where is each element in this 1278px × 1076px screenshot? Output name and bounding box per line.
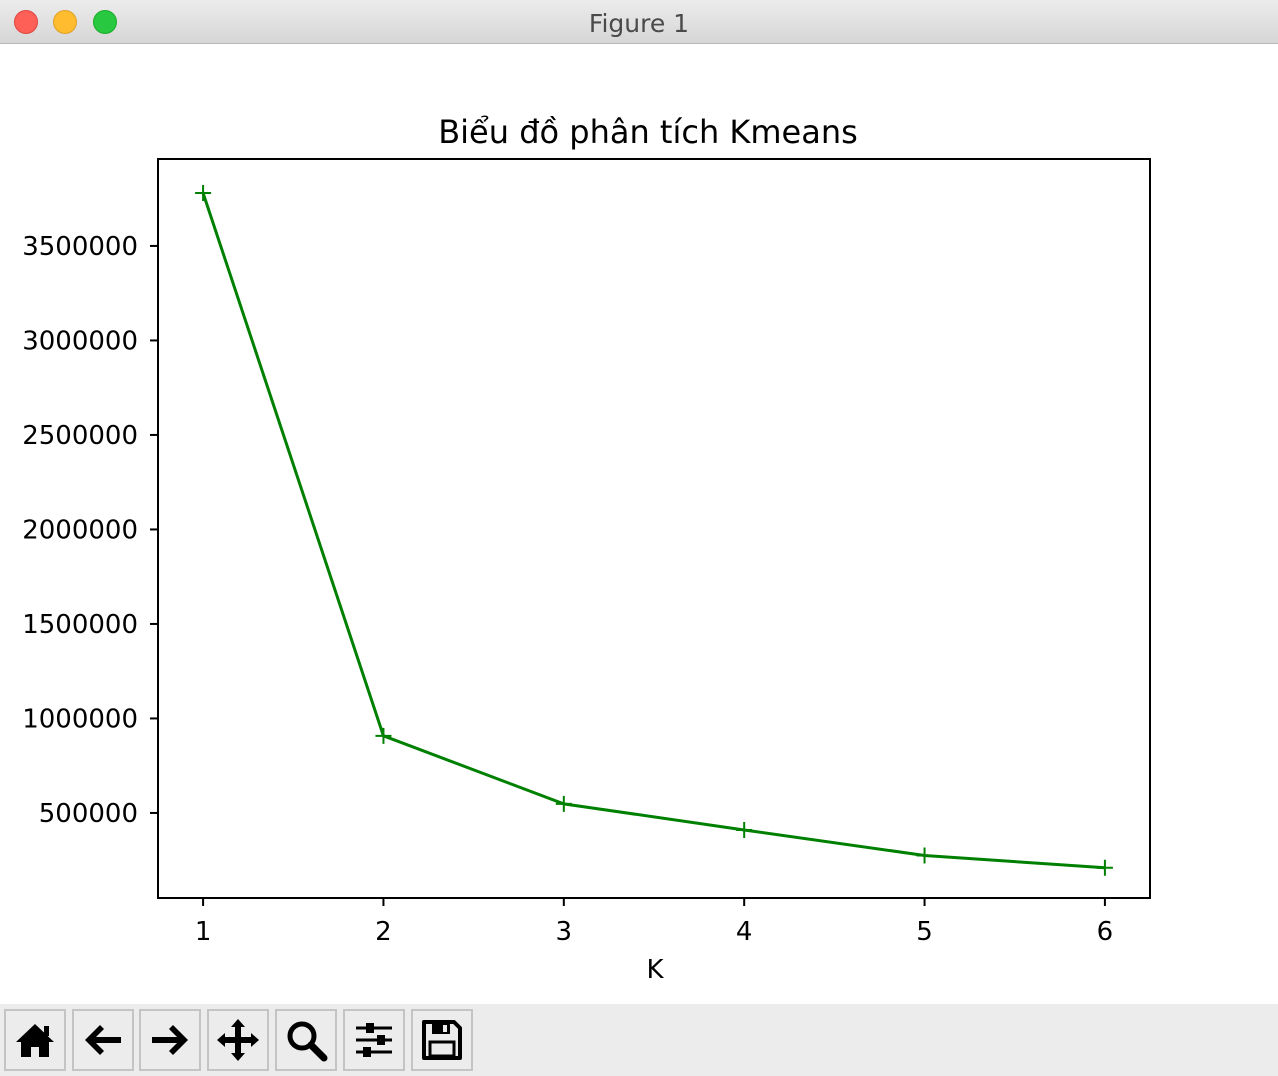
y-tick-label: 1000000 bbox=[22, 704, 138, 734]
window-title: Figure 1 bbox=[588, 9, 690, 38]
maximize-window-button[interactable] bbox=[93, 10, 117, 34]
axes: 1 2 3 4 5 6 500000 1000000 1500000 2000000 2500000… bbox=[22, 185, 1113, 947]
data-point-marker bbox=[736, 821, 753, 838]
navigation-toolbar bbox=[0, 1004, 1278, 1076]
arrow-right-icon bbox=[152, 1025, 188, 1055]
series-line bbox=[201, 192, 1106, 870]
x-tick-label: 5 bbox=[916, 917, 933, 947]
back-button[interactable] bbox=[72, 1009, 134, 1071]
y-tick-label: 2500000 bbox=[22, 421, 138, 451]
y-tick-label: 3500000 bbox=[22, 232, 138, 262]
move-icon bbox=[217, 1019, 259, 1061]
y-tick-label: 3000000 bbox=[22, 326, 138, 356]
chart-title: Biểu đồ phân tích Kmeans bbox=[438, 113, 858, 151]
arrow-left-icon bbox=[85, 1025, 121, 1055]
figure-canvas: Biểu đồ phân tích Kmeans 1 2 3 4 5 6 500000 100… bbox=[0, 44, 1278, 1004]
y-tick-label: 500000 bbox=[39, 799, 138, 829]
data-point-marker bbox=[1096, 859, 1113, 876]
zoom-button[interactable] bbox=[275, 1009, 337, 1071]
y-tick-label: 2000000 bbox=[22, 515, 138, 545]
close-window-button[interactable] bbox=[14, 10, 38, 34]
home-button[interactable] bbox=[4, 1009, 66, 1071]
x-tick-label: 4 bbox=[736, 917, 753, 947]
x-tick-label: 1 bbox=[195, 917, 212, 947]
save-button[interactable] bbox=[411, 1009, 473, 1071]
line-chart: Biểu đồ phân tích Kmeans 1 2 3 4 5 6 500000 100… bbox=[22, 113, 1151, 985]
sliders-icon bbox=[356, 1023, 392, 1057]
minimize-window-button[interactable] bbox=[53, 10, 77, 34]
x-axis-label: K bbox=[646, 955, 664, 985]
data-point-marker bbox=[375, 727, 392, 744]
pan-button[interactable] bbox=[207, 1009, 269, 1071]
forward-button[interactable] bbox=[139, 1009, 201, 1071]
x-tick-label: 6 bbox=[1097, 917, 1114, 947]
plot-frame bbox=[157, 158, 1151, 899]
window-titlebar: Figure 1 bbox=[0, 0, 1278, 44]
home-icon bbox=[16, 1024, 54, 1057]
data-point-marker bbox=[555, 795, 572, 812]
floppy-disk-icon bbox=[422, 1020, 462, 1060]
data-point-marker bbox=[916, 847, 933, 864]
data-point-marker bbox=[195, 185, 212, 202]
y-tick-label: 1500000 bbox=[22, 610, 138, 640]
x-tick-label: 2 bbox=[375, 917, 392, 947]
magnifier-icon bbox=[287, 1021, 328, 1062]
x-tick-label: 3 bbox=[556, 917, 573, 947]
configure-subplots-button[interactable] bbox=[343, 1009, 405, 1071]
